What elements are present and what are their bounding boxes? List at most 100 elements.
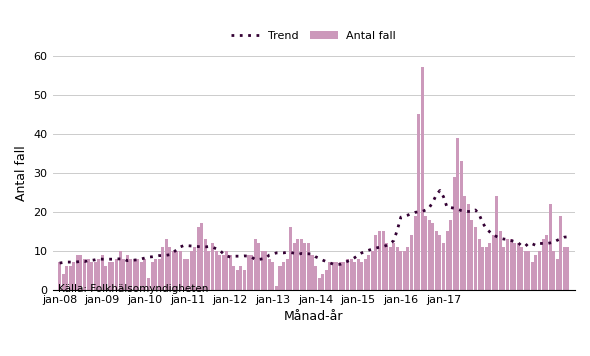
Bar [94,262,97,290]
Bar [80,255,83,290]
Bar [307,243,310,290]
Bar [90,262,93,290]
Bar [506,239,509,290]
Bar [324,270,327,290]
Bar [293,243,296,290]
Bar [215,251,218,290]
Bar [552,251,555,290]
Bar [278,266,281,290]
Bar [168,247,171,290]
Bar [527,251,530,290]
Bar [442,243,445,290]
Bar [119,251,122,290]
Bar [101,255,104,290]
Bar [463,196,466,290]
Bar [513,243,516,290]
Bar [524,251,527,290]
Bar [364,258,367,290]
Bar [407,247,409,290]
Bar [559,216,562,290]
Bar [247,255,250,290]
Bar [76,255,79,290]
Bar [510,239,513,290]
Bar [403,251,406,290]
Bar [182,258,186,290]
Bar [211,243,214,290]
Trend [565,235,572,239]
Bar [438,235,441,290]
Bar [339,262,342,290]
Bar [414,216,417,290]
Bar [133,258,136,290]
Bar [491,235,495,290]
Bar [271,262,274,290]
Bar [396,247,399,290]
Bar [520,247,523,290]
Bar [179,251,182,290]
Trend [91,258,99,262]
Bar [104,266,107,290]
Trend [479,220,486,225]
Bar [300,239,303,290]
Bar [62,274,65,290]
Bar [467,204,470,290]
Bar [332,262,335,290]
Trend [437,188,444,193]
Bar [222,255,225,290]
Bar [229,255,232,290]
Bar [69,266,72,290]
Bar [350,258,353,290]
Bar [108,262,111,290]
Bar [421,67,424,290]
Trend [56,261,63,265]
Bar [264,251,267,290]
Bar [477,239,480,290]
Bar [261,251,264,290]
Bar [204,239,207,290]
Bar [495,196,499,290]
Legend: Trend, Antal fall: Trend, Antal fall [231,31,396,41]
Text: Källa: Folkhälsomyndigheten: Källa: Folkhälsomyndigheten [58,284,208,294]
Bar [488,243,491,290]
Bar [424,216,427,290]
Bar [87,258,90,290]
Bar [225,251,228,290]
Bar [542,239,545,290]
Bar [289,227,292,290]
Bar [250,255,253,290]
Bar [435,231,438,290]
Bar [112,262,114,290]
Bar [65,266,68,290]
Bar [218,255,221,290]
Bar [460,161,463,290]
Bar [371,251,374,290]
Trend [333,262,340,267]
Bar [382,231,385,290]
Bar [161,247,164,290]
Bar [474,227,477,290]
Bar [328,262,331,290]
Bar [470,220,473,290]
Bar [275,286,278,290]
Bar [342,262,346,290]
Bar [208,251,211,290]
Bar [240,266,242,290]
Bar [357,258,360,290]
Bar [97,258,100,290]
X-axis label: Månad-år: Månad-år [284,310,343,323]
Bar [143,258,146,290]
Bar [126,255,129,290]
Bar [456,138,459,290]
Bar [378,231,381,290]
Bar [115,258,118,290]
Trend [212,247,219,251]
Bar [417,114,420,290]
Bar [73,262,76,290]
Bar [296,239,299,290]
Bar [236,270,239,290]
Bar [257,243,260,290]
Line: Trend: Trend [60,190,568,265]
Bar [303,243,306,290]
Bar [200,224,204,290]
Bar [335,262,339,290]
